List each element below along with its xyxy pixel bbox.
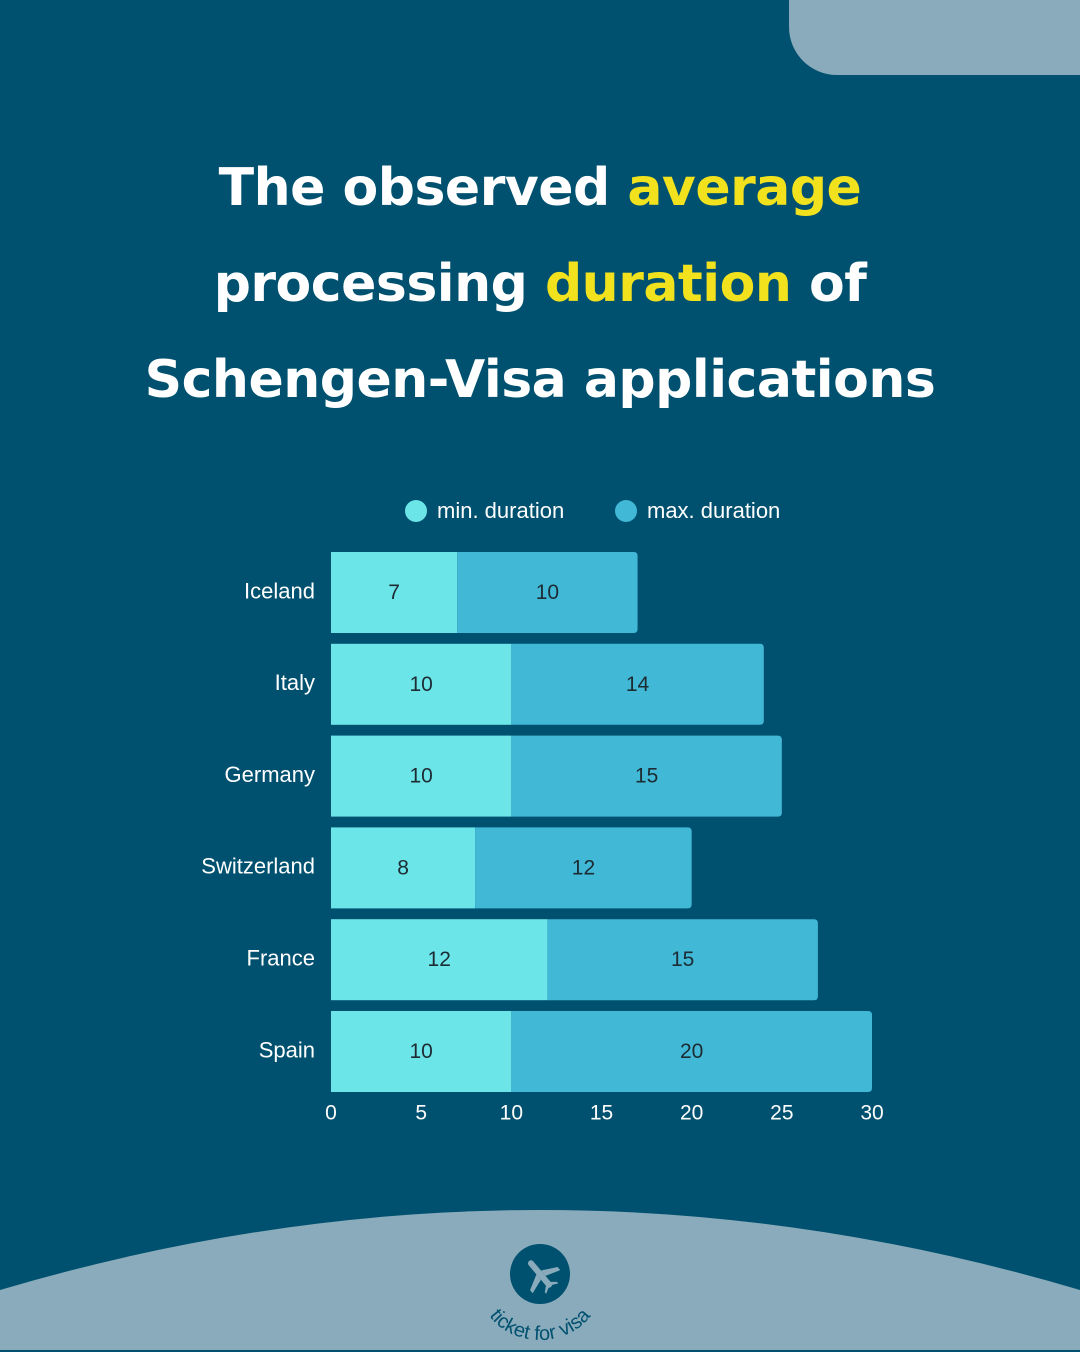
x-tick-label-0: 0 <box>325 1102 337 1125</box>
chart-legend: min. duration max. duration <box>0 498 1080 530</box>
bar-chart: Iceland 7 10 Italy 10 14 Germany 10 15 Switzerlan… <box>201 552 884 1125</box>
x-tick-label-15: 15 <box>590 1102 613 1125</box>
category-label-iceland: Iceland <box>244 578 315 603</box>
x-tick-label-10: 10 <box>500 1102 523 1125</box>
category-label-switzerland: Switzerland <box>201 854 315 879</box>
data-label-min-italy: 10 <box>409 673 432 696</box>
data-label-min-germany: 10 <box>409 765 432 788</box>
bar-min-iceland <box>331 552 458 633</box>
data-label-min-iceland: 7 <box>388 581 400 604</box>
title-line-3: Schengen-Visa applications <box>144 350 936 410</box>
data-label-min-france: 12 <box>428 948 451 971</box>
data-label-min-spain: 10 <box>409 1040 432 1063</box>
title-highlight-average: average <box>627 158 862 218</box>
bar-min-germany <box>331 735 512 817</box>
data-label-max-italy: 14 <box>626 673 650 696</box>
legend-item-max: max. duration <box>615 498 780 524</box>
bar-min-italy <box>331 643 512 725</box>
category-label-france: France <box>247 946 315 971</box>
data-label-max-france: 15 <box>671 948 694 971</box>
data-label-max-spain: 20 <box>680 1040 703 1063</box>
x-tick-label-20: 20 <box>680 1102 703 1125</box>
corner-decoration <box>789 0 1080 75</box>
category-label-germany: Germany <box>225 762 315 787</box>
data-label-max-switzerland: 12 <box>572 856 595 879</box>
bar-min-france <box>331 919 548 1001</box>
category-label-italy: Italy <box>275 670 315 695</box>
title-highlight-duration: duration <box>544 254 792 314</box>
logo-graphic: ticket for visa <box>485 1244 595 1345</box>
x-tick-label-25: 25 <box>770 1102 793 1125</box>
brand-logo: ticket for visa <box>470 1238 610 1348</box>
logo-text: ticket for visa <box>485 1304 595 1345</box>
bar-min-switzerland <box>331 827 476 909</box>
bar-max-italy <box>511 643 764 725</box>
bar-max-switzerland <box>475 827 692 909</box>
legend-item-min: min. duration <box>405 498 564 524</box>
bar-max-spain <box>511 1011 872 1092</box>
title-line-2: processing duration of <box>213 254 867 314</box>
category-label-spain: Spain <box>259 1037 315 1062</box>
bar-max-germany <box>511 735 782 817</box>
legend-swatch-min <box>405 500 427 522</box>
data-label-max-iceland: 10 <box>536 581 559 604</box>
legend-label-min: min. duration <box>437 498 565 523</box>
bar-min-spain <box>331 1011 512 1092</box>
x-tick-label-30: 30 <box>860 1102 883 1125</box>
bar-max-france <box>547 919 818 1001</box>
airplane-icon <box>528 1260 561 1294</box>
data-label-max-germany: 15 <box>635 765 658 788</box>
legend-swatch-max <box>615 500 637 522</box>
bar-max-iceland <box>457 552 638 633</box>
title-line-1: The observed average <box>218 158 862 218</box>
x-tick-label-5: 5 <box>415 1102 427 1125</box>
data-label-min-switzerland: 8 <box>397 856 409 879</box>
legend-label-max: max. duration <box>647 498 781 523</box>
page-title: The observed average processing duration… <box>0 140 1080 428</box>
